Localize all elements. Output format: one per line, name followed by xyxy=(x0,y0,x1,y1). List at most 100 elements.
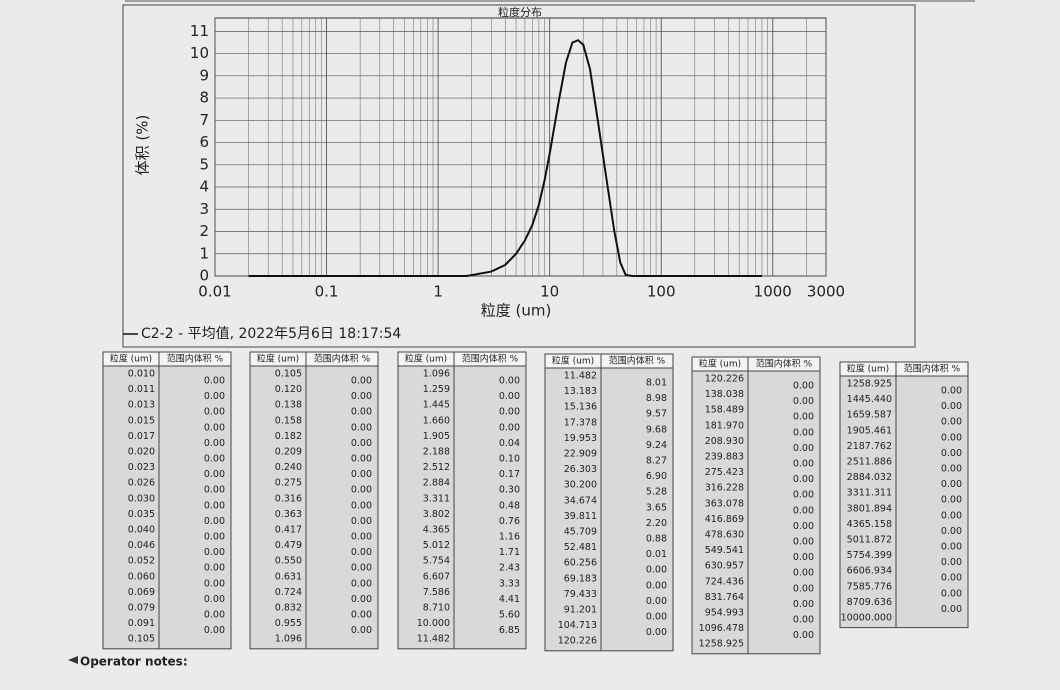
size-cell: 0.479 xyxy=(275,540,302,551)
y-tick-label: 7 xyxy=(199,111,209,129)
volume-cell: 0.00 xyxy=(499,391,520,402)
size-cell: 79.433 xyxy=(564,589,597,600)
volume-cell: 0.00 xyxy=(941,495,962,506)
volume-cell: 0.00 xyxy=(941,573,962,584)
size-cell: 0.182 xyxy=(275,431,302,442)
volume-cell: 0.17 xyxy=(499,469,520,480)
size-cell: 0.013 xyxy=(128,400,155,411)
volume-cell: 9.57 xyxy=(646,409,667,420)
size-cell: 0.138 xyxy=(275,400,302,411)
y-tick-label: 2 xyxy=(199,222,209,240)
size-cell: 158.489 xyxy=(705,405,744,416)
volume-cell: 0.00 xyxy=(351,469,372,480)
table-header-cell: 粒度 (um) xyxy=(110,353,152,365)
volume-cell: 0.00 xyxy=(351,516,372,527)
size-cell: 2.512 xyxy=(423,462,450,473)
volume-cell: 0.00 xyxy=(204,500,225,511)
size-cell: 6.607 xyxy=(423,571,450,582)
volume-cell: 0.00 xyxy=(941,479,962,490)
y-tick-label: 4 xyxy=(199,178,209,196)
table-header xyxy=(102,351,232,367)
volume-cell: 0.01 xyxy=(646,549,667,560)
volume-cell: 0.00 xyxy=(646,596,667,607)
size-cell: 10000.000 xyxy=(841,613,892,624)
volume-cell: 0.00 xyxy=(941,448,962,459)
volume-cell: 0.00 xyxy=(793,459,814,470)
volume-cell: 0.00 xyxy=(793,490,814,501)
size-cell: 39.811 xyxy=(564,511,597,522)
size-cell: 8709.636 xyxy=(847,597,892,608)
size-cell: 724.436 xyxy=(705,576,744,587)
size-cell: 10.000 xyxy=(417,618,450,629)
volume-cell: 0.30 xyxy=(499,485,520,496)
size-cell: 208.930 xyxy=(705,436,744,447)
volume-cell: 0.00 xyxy=(793,615,814,626)
volume-cell: 0.00 xyxy=(351,563,372,574)
table-header-cell: 粒度 (um) xyxy=(257,353,299,365)
x-tick-label: 0.1 xyxy=(315,283,339,301)
size-cell: 15.136 xyxy=(564,402,597,413)
size-cell: 0.046 xyxy=(128,540,155,551)
volume-cell: 0.00 xyxy=(793,505,814,516)
size-cell: 5.012 xyxy=(423,540,450,551)
size-cell: 0.035 xyxy=(128,509,155,520)
size-cell: 5011.872 xyxy=(847,535,892,546)
table-header-cell: 范围内体积 % xyxy=(462,353,519,365)
size-cell: 0.011 xyxy=(128,384,155,395)
size-cell: 0.120 xyxy=(275,384,302,395)
size-cell: 1.660 xyxy=(423,415,450,426)
data-line xyxy=(248,39,762,277)
size-cell: 138.038 xyxy=(705,389,744,400)
table-header-cell: 范围内体积 % xyxy=(756,358,813,370)
x-tick-label: 1000 xyxy=(754,283,792,301)
volume-cell: 8.98 xyxy=(646,393,667,404)
volume-cell: 0.00 xyxy=(351,547,372,558)
volume-cell: 0.00 xyxy=(793,630,814,641)
chart-frame xyxy=(122,4,916,348)
table-header-cell: 粒度 (um) xyxy=(699,358,741,370)
volume-cell: 0.00 xyxy=(646,565,667,576)
size-cell: 363.078 xyxy=(705,498,744,509)
size-cell: 2.884 xyxy=(423,478,450,489)
size-cell: 2187.762 xyxy=(847,441,892,452)
size-cell: 7585.776 xyxy=(847,581,892,592)
size-cell: 22.909 xyxy=(564,449,597,460)
size-cell: 0.105 xyxy=(275,369,302,380)
volume-cell: 3.33 xyxy=(499,578,520,589)
size-cell: 1.096 xyxy=(275,634,302,645)
volume-cell: 0.00 xyxy=(793,521,814,532)
size-cell: 478.630 xyxy=(705,530,744,541)
size-cell: 2884.032 xyxy=(847,472,892,483)
size-cell: 1258.925 xyxy=(699,639,744,650)
y-axis-label: 体积 (%) xyxy=(134,115,152,176)
volume-cell: 0.00 xyxy=(646,627,667,638)
size-cell: 0.030 xyxy=(128,493,155,504)
size-cell: 416.869 xyxy=(705,514,744,525)
volume-cell: 0.00 xyxy=(793,443,814,454)
size-cell: 1.259 xyxy=(423,384,450,395)
volume-cell: 0.00 xyxy=(941,510,962,521)
size-cell: 0.158 xyxy=(275,415,302,426)
size-cell: 91.201 xyxy=(564,605,597,616)
size-cell: 0.275 xyxy=(275,478,302,489)
table-header xyxy=(839,361,969,377)
volume-cell: 0.88 xyxy=(646,534,667,545)
size-cell: 5754.399 xyxy=(847,550,892,561)
volume-cell: 0.00 xyxy=(351,485,372,496)
size-cell: 3311.311 xyxy=(847,488,892,499)
volume-cell: 0.00 xyxy=(793,396,814,407)
volume-cell: 0.48 xyxy=(499,500,520,511)
size-cell: 1905.461 xyxy=(847,425,892,436)
size-cell: 0.316 xyxy=(275,493,302,504)
size-cell: 0.015 xyxy=(128,415,155,426)
volume-cell: 0.76 xyxy=(499,516,520,527)
volume-cell: 0.00 xyxy=(351,594,372,605)
volume-cell: 0.00 xyxy=(941,542,962,553)
size-cell: 1.905 xyxy=(423,431,450,442)
size-cell: 0.105 xyxy=(128,634,155,645)
size-cell: 549.541 xyxy=(705,545,744,556)
size-cell: 13.183 xyxy=(564,386,597,397)
size-cell: 954.993 xyxy=(705,608,744,619)
volume-cell: 9.24 xyxy=(646,440,667,451)
